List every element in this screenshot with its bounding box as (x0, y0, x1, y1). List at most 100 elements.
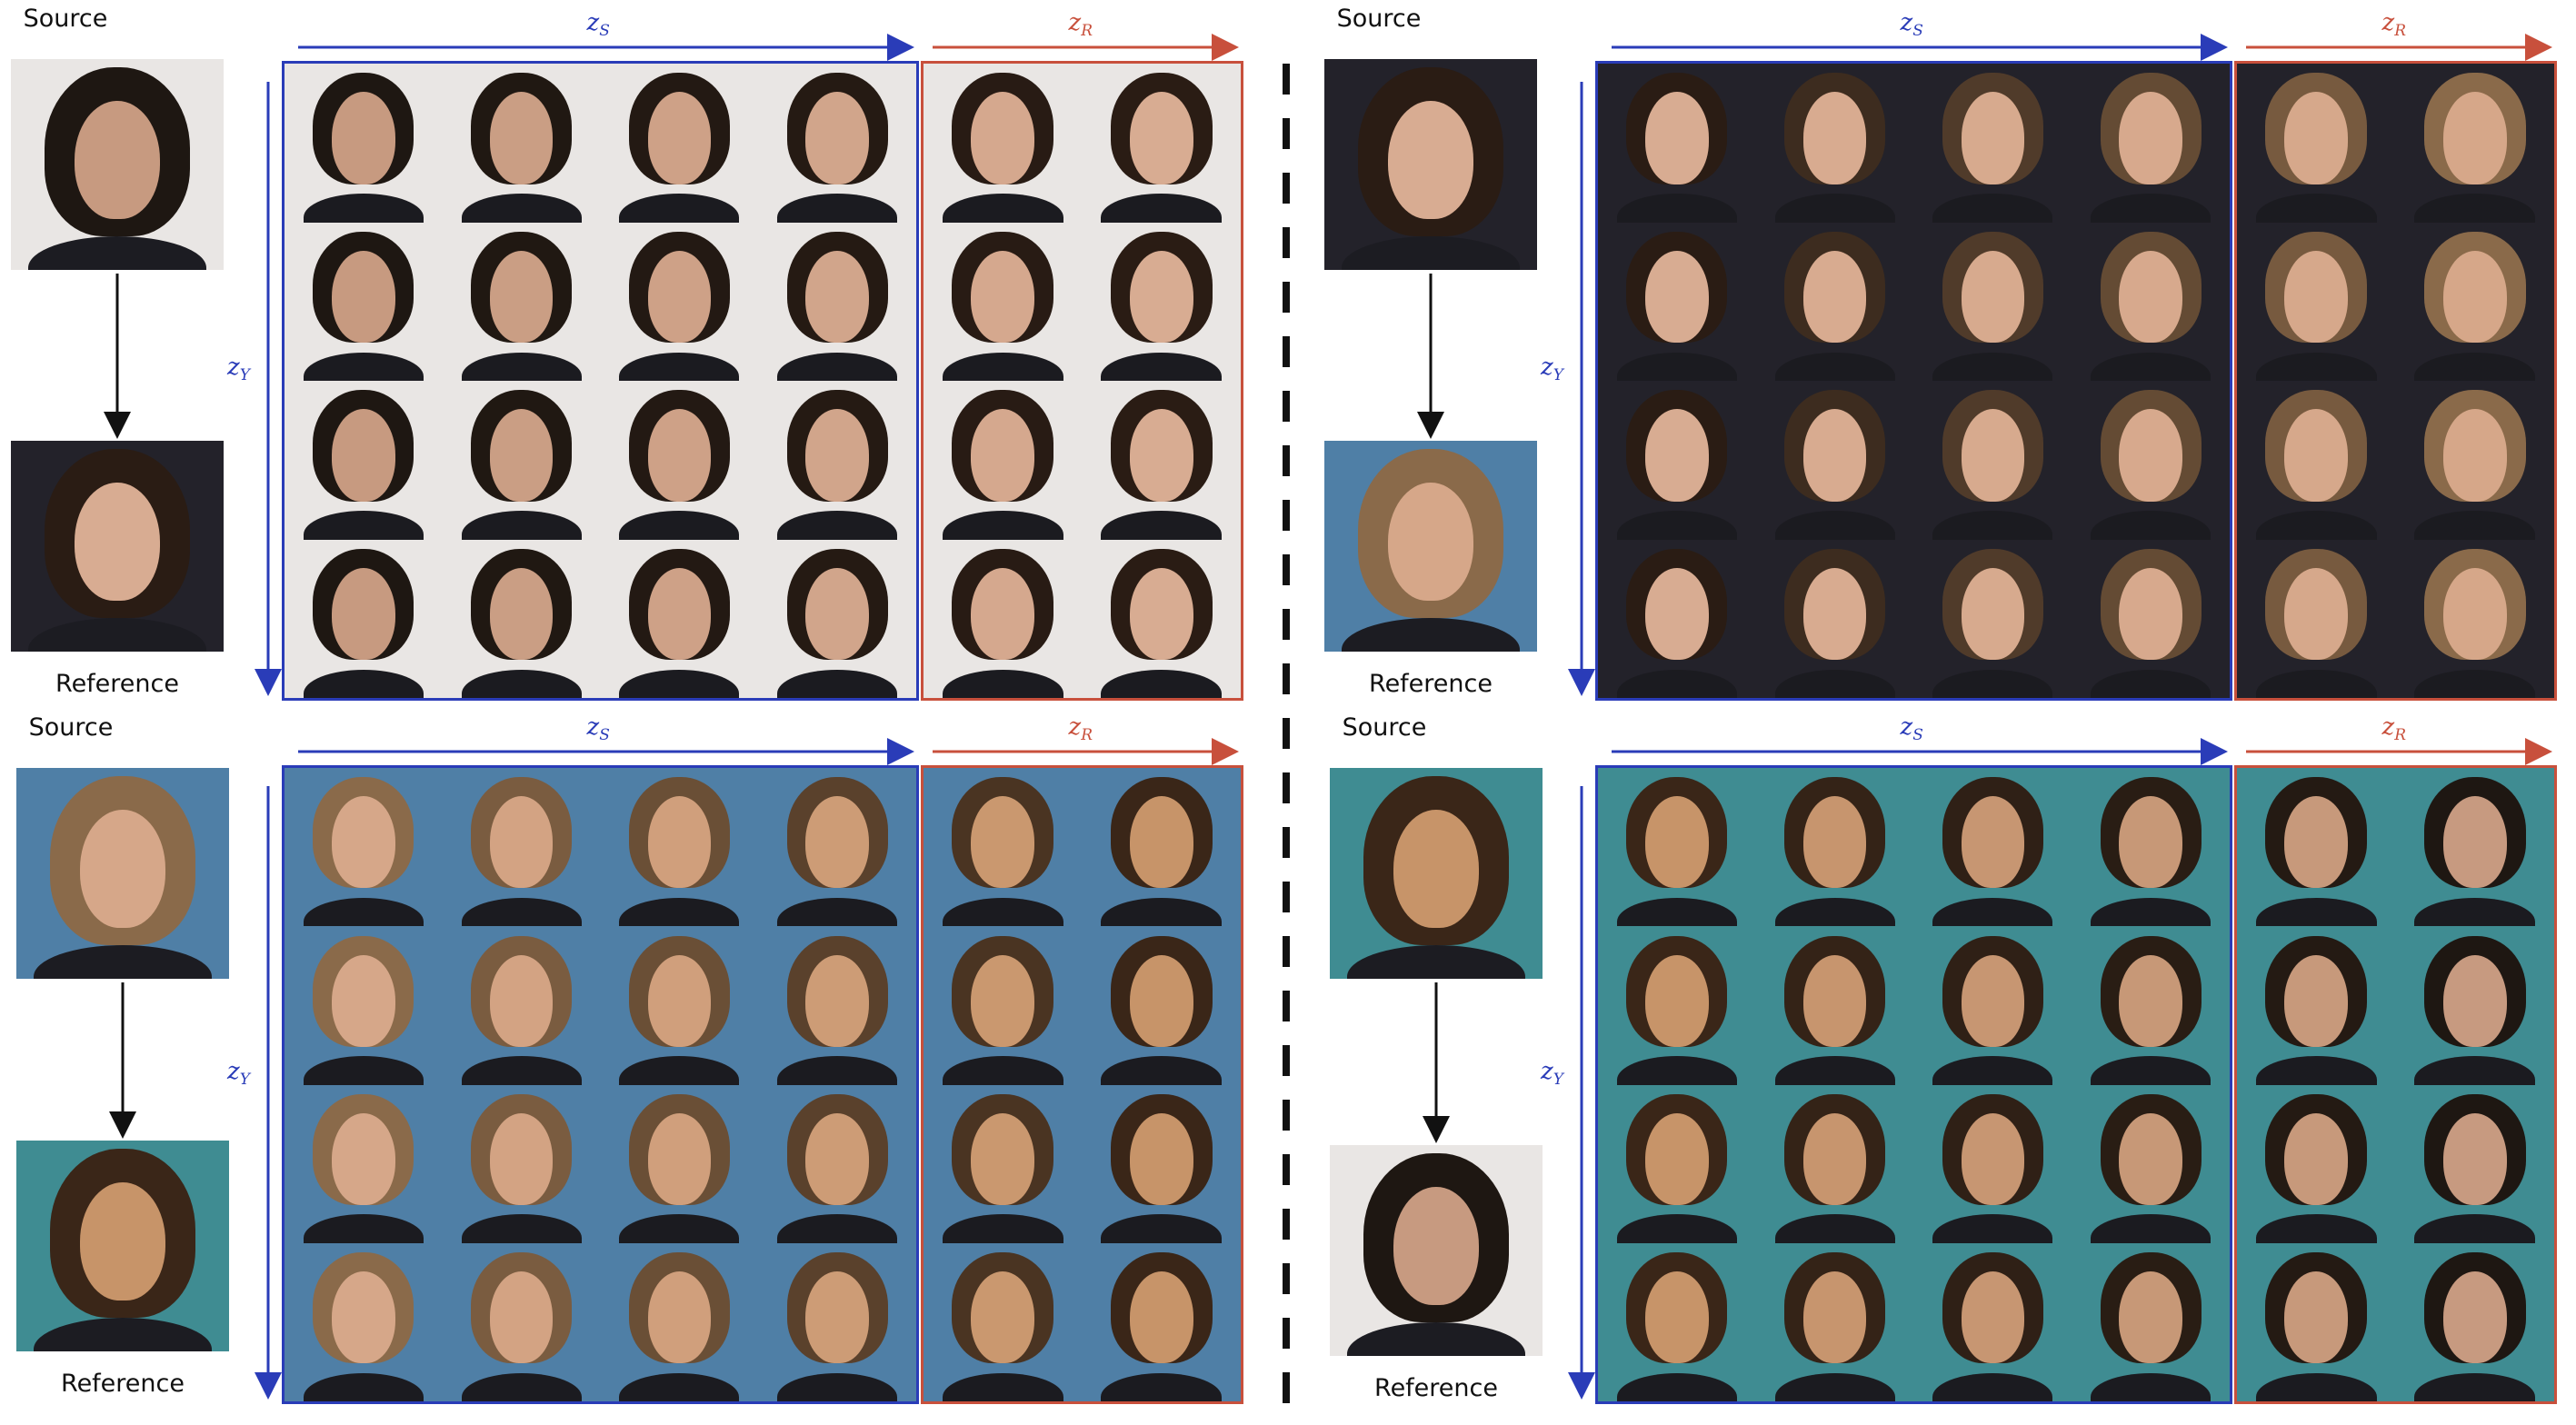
face-shape (1129, 409, 1193, 502)
grid-cell (1755, 222, 1914, 381)
face-shape (2119, 409, 2182, 502)
face-shape (971, 92, 1035, 184)
face-shape (1129, 796, 1193, 889)
face-shape (1129, 250, 1193, 344)
reference-label: Reference (1369, 670, 1493, 698)
zr-axis-label-base: z (1068, 713, 1082, 741)
face-shape (647, 92, 712, 184)
face-shape (2284, 92, 2349, 184)
grid-cell (2072, 1242, 2230, 1401)
grid-cell (2237, 222, 2396, 381)
face-shape (1393, 1187, 1479, 1306)
face-shape (332, 250, 395, 344)
reference-label: Reference (55, 670, 179, 698)
grid-cell (758, 64, 916, 223)
grid-cell (2237, 64, 2396, 223)
grid-cell (758, 539, 916, 698)
panel-3: Source Reference zS zR zY (0, 704, 1273, 1422)
grid-cell (2237, 1084, 2396, 1243)
face-shape (805, 1112, 869, 1205)
face-shape (647, 567, 712, 661)
face-shape (1802, 1112, 1867, 1205)
grid-cell (2395, 222, 2554, 381)
zs-axis-label: zS (587, 9, 610, 40)
face-shape (1802, 796, 1867, 889)
grid-cell (285, 381, 443, 540)
grid-cell (2395, 64, 2554, 223)
face-shape (2442, 567, 2507, 661)
zy-axis-label-subscript: Y (239, 1070, 250, 1089)
grid-cell (1755, 1084, 1914, 1243)
grid-cell (758, 768, 916, 927)
zs-axis-label-base: z (1900, 713, 1913, 741)
face-shape (805, 1271, 869, 1364)
grid-cell (285, 926, 443, 1085)
zr-axis-label: zR (2382, 713, 2407, 744)
grid-cell (1913, 64, 2072, 223)
face-shape (1961, 250, 2025, 344)
face-shape (2119, 250, 2182, 344)
grid-cell (1598, 64, 1756, 223)
face-shape (647, 1112, 712, 1205)
grid-cell (1082, 381, 1241, 540)
shoulder-shape (461, 1214, 582, 1243)
grid-cell (924, 768, 1083, 927)
zy-axis-label-base: z (1541, 354, 1553, 381)
face-shape (489, 409, 554, 502)
zr-axis-label: zR (1069, 713, 1093, 744)
face-shape (971, 1112, 1035, 1205)
zy-axis-label-base: z (227, 1057, 240, 1085)
grid-cell (1598, 926, 1756, 1085)
face-shape (2442, 954, 2507, 1047)
face-shape (1645, 92, 1709, 184)
zy-axis-label-subscript: Y (1553, 1070, 1563, 1089)
zs-axis-label-subscript: S (1912, 726, 1923, 745)
face-shape (1802, 92, 1867, 184)
face-shape (647, 250, 712, 344)
face-shape (805, 250, 869, 344)
grid-cell (442, 1242, 601, 1401)
face-shape (971, 954, 1035, 1047)
zr-axis-label-subscript: R (1081, 22, 1093, 41)
face-shape (1388, 101, 1473, 220)
grid-cell (1913, 1084, 2072, 1243)
face-shape (332, 1112, 395, 1205)
grid-cell (2395, 926, 2554, 1085)
zs-axis-label-base: z (586, 9, 600, 36)
zr-axis-label: zR (2382, 9, 2407, 40)
grid-cell (285, 768, 443, 927)
source-label: Source (1336, 5, 1422, 33)
grid-cell (2395, 539, 2554, 698)
grid-cell (1082, 539, 1241, 698)
grid-cell (2072, 768, 2230, 927)
zy-axis-label-subscript: Y (1553, 366, 1563, 385)
face-shape (489, 796, 554, 889)
face-shape (1961, 567, 2025, 661)
face-shape (1393, 810, 1479, 929)
zy-axis-label: zY (1541, 1058, 1563, 1089)
reference-photo (1330, 1145, 1543, 1356)
face-shape (2284, 954, 2349, 1047)
grid-cell (1913, 222, 2072, 381)
face-shape (1645, 409, 1709, 502)
source-label: Source (23, 5, 108, 33)
face-shape (332, 954, 395, 1047)
grid-cell (1598, 539, 1756, 698)
grid-cell (285, 1242, 443, 1401)
grid-cell (1755, 1242, 1914, 1401)
zr-axis-label-base: z (2381, 713, 2395, 741)
face-shape (489, 250, 554, 344)
reference-photo (1324, 441, 1537, 652)
zs-axis-label-subscript: S (1912, 22, 1923, 41)
grid-cell (1755, 926, 1914, 1085)
source-photo (1324, 59, 1537, 270)
grid-cell (442, 381, 601, 540)
zy-axis-label-base: z (1541, 1057, 1553, 1085)
face-shape (1129, 567, 1193, 661)
face-shape (971, 409, 1035, 502)
grid-cell (758, 926, 916, 1085)
face-shape (75, 101, 160, 220)
zy-axis-label: zY (227, 1058, 250, 1089)
face-shape (1802, 567, 1867, 661)
